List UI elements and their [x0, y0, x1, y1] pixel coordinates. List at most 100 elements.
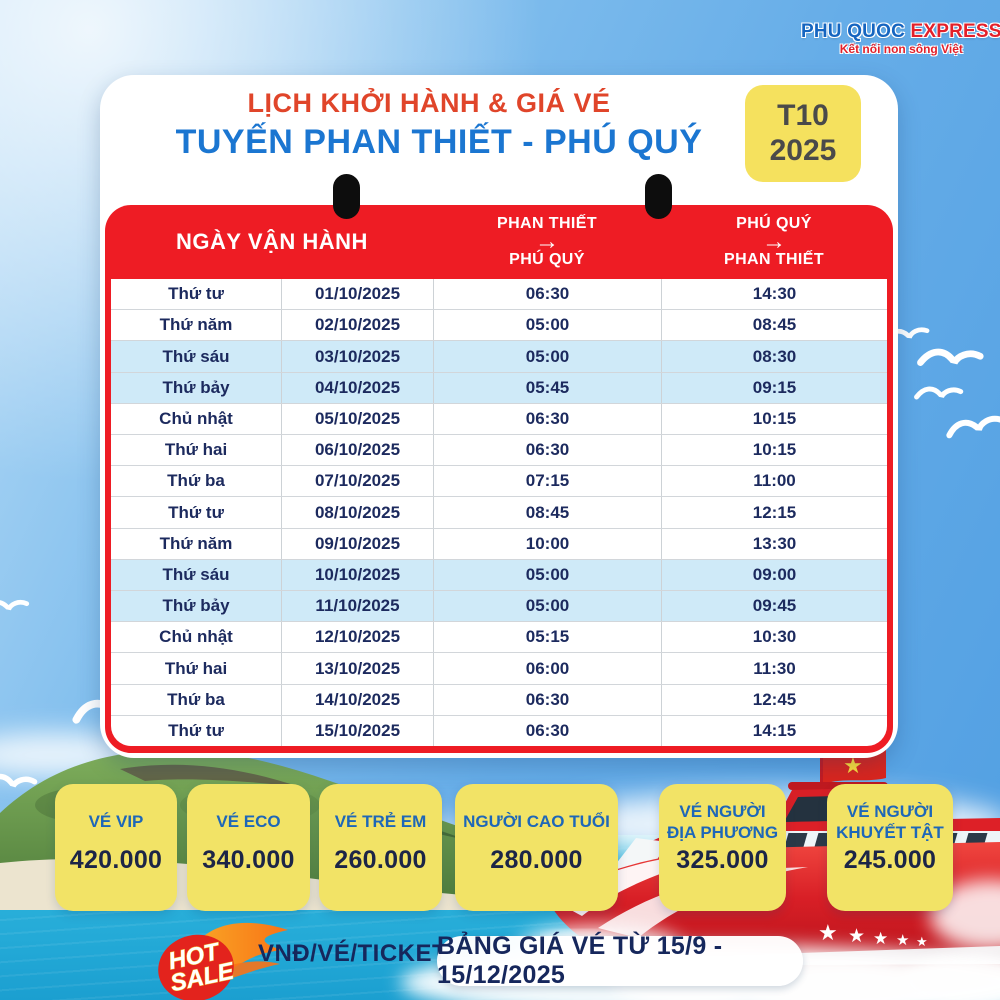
cell-departure-time: 08:45 [433, 497, 661, 528]
price-value: 260.000 [334, 846, 427, 874]
seagull-icon [0, 602, 27, 610]
validity-pill: BẢNG GIÁ VÉ TỪ 15/9 - 15/12/2025 [437, 932, 803, 989]
brand-logo: œ PHU QUOC EXPRESS Kết nối non sông Việt [795, 12, 1000, 66]
cell-arrival-time: 11:00 [661, 466, 887, 497]
table-row: Thứ hai 06/10/2025 06:30 10:15 [111, 434, 887, 466]
price-card-child: VÉ TRẺ EM 260.000 [319, 784, 442, 911]
cell-day: Chủ nhật [159, 408, 233, 428]
table-row: Thứ tư 08/10/2025 08:45 12:15 [111, 496, 887, 528]
brand-tagline: Kết nối non sông Việt [839, 42, 963, 57]
poster-title: LỊCH KHỞI HÀNH & GIÁ VÉ [247, 88, 611, 118]
svg-text:★: ★ [916, 935, 928, 950]
header-return-column: PHÚ QUÝ → PHAN THIẾT [724, 215, 824, 268]
cell-departure-time: 07:15 [433, 466, 661, 497]
price-value: 245.000 [843, 846, 937, 874]
route-title: TUYẾN PHAN THIẾT - PHÚ QUÝ [175, 123, 703, 161]
cell-departure-time: 06:00 [433, 653, 661, 684]
cell-date: 14/10/2025 [281, 684, 433, 715]
schedule-table: NGÀY VẬN HÀNH PHAN THIẾT → PHÚ QUÝ PHÚ Q… [105, 205, 893, 753]
seagull-icon [917, 389, 961, 399]
cell-day: Thứ ba [167, 471, 225, 491]
cell-date: 01/10/2025 [281, 279, 433, 310]
cell-day: Thứ năm [159, 533, 233, 553]
svg-text:★: ★ [818, 921, 838, 946]
svg-text:★: ★ [843, 754, 863, 779]
price-card-senior: NGƯỜI CAO TUỔI 280.000 [455, 784, 618, 911]
cell-arrival-time: 08:45 [661, 310, 887, 341]
calendar-pin-icon [645, 174, 672, 219]
price-value: 420.000 [69, 846, 163, 874]
price-card-eco: VÉ ECO 340.000 [187, 784, 310, 911]
table-row: Thứ bảy 11/10/2025 05:00 09:45 [111, 590, 887, 622]
price-card-vip: VÉ VIP 420.000 [55, 784, 177, 911]
cell-departure-time: 05:45 [433, 372, 661, 403]
cell-day: Thứ tư [168, 502, 224, 522]
cell-arrival-time: 14:15 [661, 715, 887, 746]
price-value: 280.000 [490, 846, 583, 874]
cell-arrival-time: 11:30 [661, 653, 887, 684]
cell-date: 15/10/2025 [281, 715, 433, 746]
cell-day: Thứ bảy [162, 596, 230, 616]
calendar-pin-icon [333, 174, 360, 219]
cell-day: Thứ năm [159, 315, 233, 335]
cell-arrival-time: 12:45 [661, 684, 887, 715]
cell-arrival-time: 08:30 [661, 341, 887, 372]
arrow-right-icon: → [535, 228, 559, 255]
cell-day: Chủ nhật [159, 627, 233, 647]
table-row: Thứ tư 01/10/2025 06:30 14:30 [111, 279, 887, 310]
cell-arrival-time: 12:15 [661, 497, 887, 528]
cell-arrival-time: 09:45 [661, 591, 887, 622]
cell-date: 03/10/2025 [281, 341, 433, 372]
cell-arrival-time: 09:15 [661, 372, 887, 403]
cell-departure-time: 06:30 [433, 435, 661, 466]
cell-date: 10/10/2025 [281, 559, 433, 591]
table-row: Thứ ba 14/10/2025 06:30 12:45 [111, 683, 887, 715]
price-value: 325.000 [676, 846, 769, 874]
cell-departure-time: 06:30 [433, 684, 661, 715]
cell-day: Thứ tư [168, 284, 224, 304]
cell-date: 13/10/2025 [281, 653, 433, 684]
header-outbound-column: PHAN THIẾT → PHÚ QUÝ [497, 215, 597, 268]
cell-date: 08/10/2025 [281, 497, 433, 528]
cell-date: 11/10/2025 [281, 591, 433, 622]
svg-text:★: ★ [873, 929, 888, 949]
cell-date: 05/10/2025 [281, 403, 433, 435]
cell-arrival-time: 09:00 [661, 559, 887, 591]
hot-sale-badge: HOT SALE [158, 922, 288, 1000]
cell-day: Thứ tư [168, 720, 224, 740]
cell-arrival-time: 13:30 [661, 528, 887, 559]
cell-departure-time: 05:15 [433, 622, 661, 653]
cell-date: 09/10/2025 [281, 528, 433, 559]
price-card-local: VÉ NGƯỜI ĐỊA PHƯƠNG 325.000 [659, 784, 786, 911]
cell-departure-time: 05:00 [433, 310, 661, 341]
cell-departure-time: 10:00 [433, 528, 661, 559]
cell-date: 12/10/2025 [281, 622, 433, 653]
table-row: Thứ sáu 10/10/2025 05:00 09:00 [111, 558, 887, 591]
month-label: T10 [777, 99, 829, 132]
cell-date: 07/10/2025 [281, 466, 433, 497]
cell-departure-time: 06:30 [433, 403, 661, 435]
cell-day: Thứ sáu [162, 564, 230, 584]
cell-departure-time: 06:30 [433, 279, 661, 310]
seagull-icon [920, 351, 980, 366]
month-badge: T10 2025 [745, 85, 861, 182]
cell-departure-time: 05:00 [433, 341, 661, 372]
schedule-body: Thứ tư 01/10/2025 06:30 14:30 Thứ năm 02… [111, 279, 887, 746]
cell-arrival-time: 14:30 [661, 279, 887, 310]
table-row: Chủ nhật 12/10/2025 05:15 10:30 [111, 621, 887, 653]
table-header: NGÀY VẬN HÀNH PHAN THIẾT → PHÚ QUÝ PHÚ Q… [111, 205, 887, 279]
cell-departure-time: 05:00 [433, 591, 661, 622]
cell-day: Thứ hai [164, 440, 228, 460]
cell-arrival-time: 10:15 [661, 435, 887, 466]
price-card-disabled: VÉ NGƯỜI KHUYẾT TẬT 245.000 [827, 784, 953, 911]
schedule-card: LỊCH KHỞI HÀNH & GIÁ VÉ TUYẾN PHAN THIẾT… [100, 75, 898, 758]
year-label: 2025 [769, 133, 837, 167]
seagull-icon [948, 418, 1000, 435]
table-row: Thứ năm 09/10/2025 10:00 13:30 [111, 527, 887, 559]
svg-text:★: ★ [896, 931, 909, 949]
svg-text:★: ★ [848, 925, 865, 947]
table-row: Thứ hai 13/10/2025 06:00 11:30 [111, 652, 887, 684]
table-row: Chủ nhật 05/10/2025 06:30 10:15 [111, 402, 887, 435]
cell-date: 06/10/2025 [281, 435, 433, 466]
